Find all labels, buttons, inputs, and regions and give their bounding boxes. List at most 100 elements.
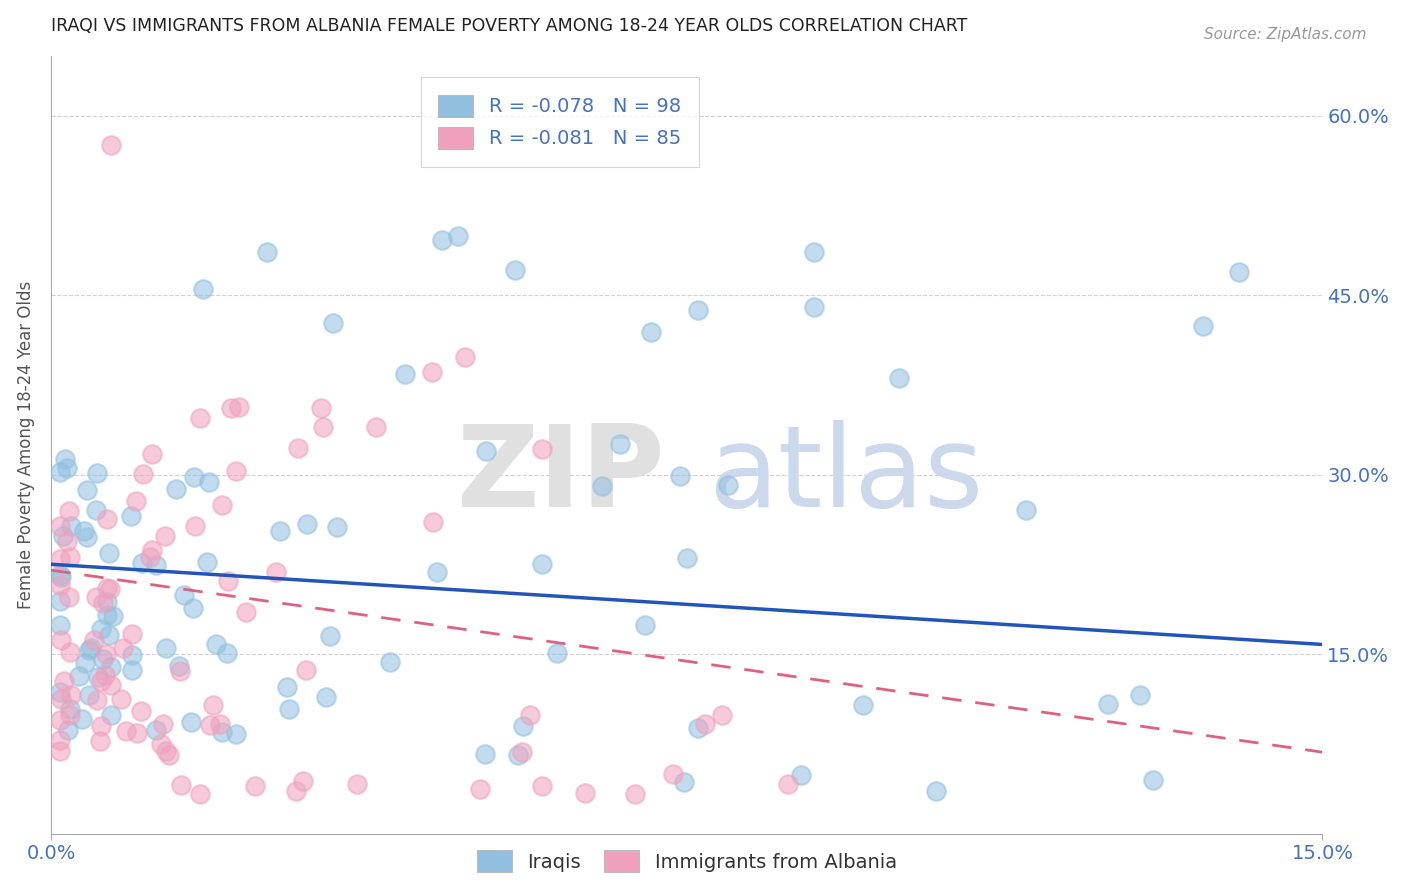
Point bbox=[170, 779, 193, 793]
Point bbox=[191, 282, 214, 296]
Point bbox=[512, 718, 534, 732]
Point bbox=[96, 512, 118, 526]
Point bbox=[591, 479, 613, 493]
Point bbox=[803, 244, 825, 259]
Point bbox=[676, 551, 699, 566]
Point bbox=[125, 726, 148, 740]
Point bbox=[100, 708, 122, 723]
Point bbox=[49, 569, 72, 583]
Point bbox=[686, 721, 709, 735]
Point bbox=[101, 609, 124, 624]
Point bbox=[503, 263, 526, 277]
Text: Source: ZipAtlas.com: Source: ZipAtlas.com bbox=[1204, 27, 1367, 42]
Point bbox=[205, 638, 228, 652]
Point bbox=[195, 556, 218, 570]
Point bbox=[287, 442, 309, 456]
Point bbox=[100, 659, 122, 673]
Point bbox=[100, 138, 122, 153]
Point bbox=[49, 551, 72, 566]
Point bbox=[266, 565, 288, 579]
Point bbox=[326, 520, 349, 534]
Point bbox=[86, 591, 108, 605]
Point bbox=[153, 528, 176, 542]
Point bbox=[58, 591, 80, 605]
Point bbox=[219, 401, 242, 415]
Point bbox=[155, 744, 177, 758]
Point bbox=[228, 400, 250, 414]
Point bbox=[49, 632, 72, 647]
Point bbox=[209, 717, 232, 731]
Point bbox=[211, 498, 233, 512]
Point bbox=[188, 410, 211, 425]
Point bbox=[669, 469, 692, 483]
Point bbox=[157, 747, 180, 762]
Point bbox=[309, 401, 332, 415]
Point bbox=[183, 518, 205, 533]
Point bbox=[49, 594, 72, 608]
Point bbox=[49, 618, 72, 632]
Point bbox=[803, 300, 825, 314]
Point bbox=[59, 688, 82, 702]
Point bbox=[322, 317, 344, 331]
Point bbox=[96, 582, 118, 596]
Point bbox=[129, 704, 152, 718]
Point bbox=[86, 467, 108, 481]
Point bbox=[276, 680, 298, 694]
Point bbox=[790, 768, 813, 782]
Point bbox=[225, 726, 247, 740]
Point bbox=[506, 748, 529, 763]
Point bbox=[56, 534, 79, 549]
Point bbox=[574, 786, 596, 800]
Point bbox=[121, 663, 143, 677]
Point bbox=[183, 469, 205, 483]
Point bbox=[887, 371, 910, 385]
Point bbox=[446, 229, 468, 244]
Point bbox=[225, 464, 247, 478]
Point bbox=[198, 475, 221, 489]
Point bbox=[93, 596, 115, 610]
Point bbox=[180, 714, 202, 729]
Point bbox=[292, 773, 315, 788]
Point bbox=[380, 656, 402, 670]
Point bbox=[76, 483, 98, 498]
Point bbox=[319, 629, 342, 643]
Point bbox=[454, 350, 477, 364]
Point bbox=[1015, 503, 1038, 517]
Point bbox=[181, 600, 204, 615]
Point bbox=[167, 659, 190, 673]
Point bbox=[76, 530, 98, 544]
Point bbox=[152, 717, 174, 731]
Point bbox=[394, 368, 416, 382]
Point bbox=[83, 632, 105, 647]
Point bbox=[49, 691, 72, 706]
Text: atlas: atlas bbox=[709, 420, 984, 532]
Y-axis label: Female Poverty Among 18-24 Year Olds: Female Poverty Among 18-24 Year Olds bbox=[17, 280, 35, 608]
Point bbox=[80, 641, 103, 656]
Point bbox=[673, 775, 696, 789]
Text: ZIP: ZIP bbox=[457, 420, 665, 532]
Point bbox=[852, 698, 875, 712]
Point bbox=[474, 444, 496, 458]
Point bbox=[277, 702, 299, 716]
Point bbox=[640, 325, 662, 339]
Point bbox=[1192, 318, 1215, 333]
Point bbox=[235, 605, 257, 619]
Point bbox=[59, 550, 82, 565]
Point bbox=[49, 519, 72, 533]
Point bbox=[141, 542, 163, 557]
Point bbox=[662, 766, 685, 780]
Point bbox=[90, 674, 112, 689]
Point bbox=[77, 688, 100, 702]
Point bbox=[474, 747, 496, 762]
Point bbox=[90, 622, 112, 636]
Point bbox=[198, 718, 221, 732]
Point bbox=[519, 708, 541, 723]
Point bbox=[688, 302, 710, 317]
Point bbox=[56, 723, 79, 737]
Point bbox=[530, 779, 553, 793]
Point bbox=[145, 558, 167, 573]
Point bbox=[155, 640, 177, 655]
Point bbox=[1129, 688, 1152, 702]
Point bbox=[311, 419, 333, 434]
Point bbox=[100, 678, 122, 692]
